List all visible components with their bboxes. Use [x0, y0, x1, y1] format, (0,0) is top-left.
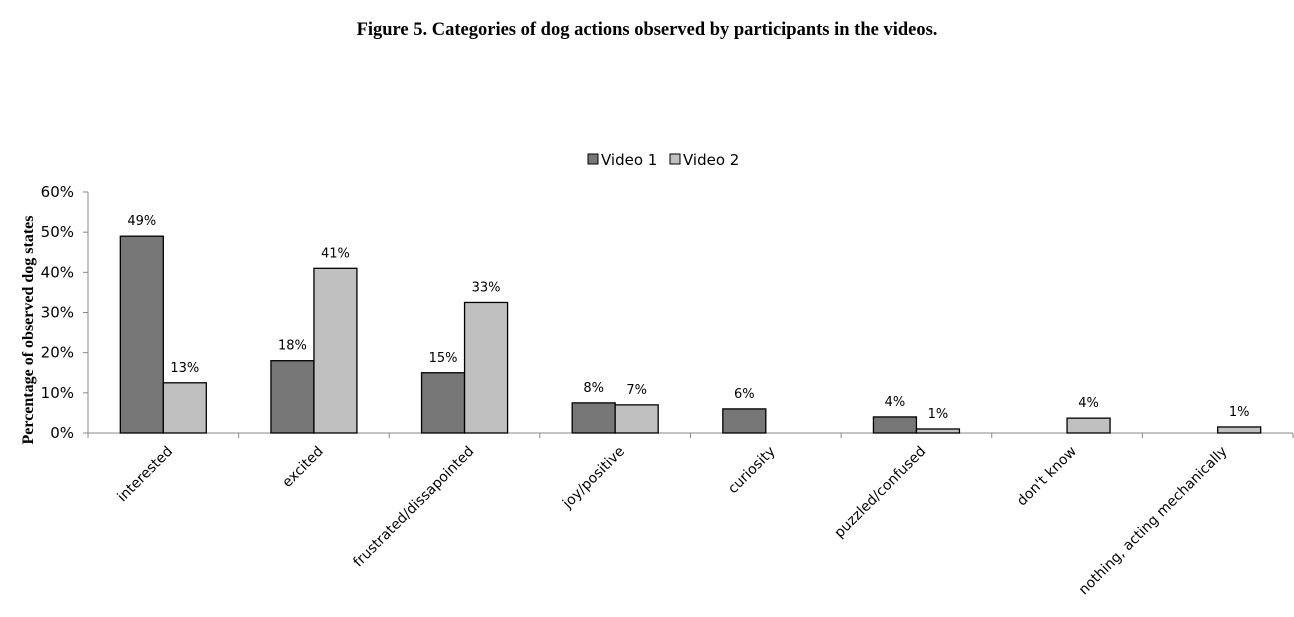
y-axis-title: Percentage of observed dog states — [20, 216, 37, 445]
bar-2 — [614, 404, 659, 434]
figure-title: Figure 5. Categories of dog actions obse… — [356, 20, 938, 40]
y-tick-label: 20% — [41, 344, 74, 362]
data-labels: 49% 18% 15% 8% 6% 4% 13% 41% 33% 7% 1% 4% 1% — [127, 214, 1249, 422]
bar-2 — [1217, 426, 1262, 434]
legend: Video 1 Video 2 — [587, 151, 739, 169]
bar-1 — [571, 402, 616, 434]
y-tick-label: 60% — [41, 183, 74, 201]
x-axis: interested excited frustrated/dissapointed… — [87, 432, 1294, 599]
data-label: 13% — [170, 361, 199, 376]
data-label: 4% — [885, 395, 906, 410]
data-label: 49% — [127, 214, 156, 229]
data-label: 4% — [1078, 396, 1099, 411]
y-tick-label: 0% — [50, 424, 74, 442]
x-tick-label: don't know — [1014, 444, 1080, 510]
bar-2 — [313, 267, 358, 434]
data-label: 1% — [928, 407, 949, 422]
data-label: 41% — [321, 246, 350, 261]
data-label: 6% — [734, 387, 755, 402]
y-axis: 0% 10% 20% 30% 40% 50% 60% — [41, 183, 89, 442]
x-tick-label: interested — [114, 444, 176, 506]
x-tick-label: frustrated/dissapointed — [350, 444, 477, 571]
y-tick-label: 40% — [41, 263, 74, 281]
data-label: 18% — [278, 339, 307, 354]
x-tick-label: curiosity — [725, 444, 779, 498]
bar-1 — [722, 408, 767, 434]
legend-swatch-2 — [669, 153, 681, 165]
y-tick-label: 10% — [41, 384, 74, 402]
data-label: 1% — [1229, 405, 1250, 420]
data-label: 8% — [583, 381, 604, 396]
bar-1 — [270, 360, 315, 434]
x-tick-label: nothing, acting mechanically — [1076, 444, 1231, 599]
bar-2 — [1066, 417, 1111, 434]
x-tick-label: excited — [279, 444, 326, 491]
bar-2 — [162, 382, 207, 434]
y-tick-label: 50% — [41, 223, 74, 241]
data-label: 15% — [429, 351, 458, 366]
legend-swatch-1 — [587, 153, 599, 165]
bar-1 — [119, 235, 164, 434]
y-tick-label: 30% — [41, 304, 74, 322]
bar-1 — [420, 372, 466, 434]
x-tick-label: puzzled/confused — [831, 444, 929, 542]
bar-1 — [872, 416, 918, 434]
bar-2 — [463, 301, 509, 434]
x-tick-label: joy/positive — [559, 444, 628, 513]
bars — [119, 235, 1262, 434]
legend-label-1: Video 1 — [601, 151, 657, 169]
bar-2 — [915, 428, 961, 434]
data-label: 7% — [626, 383, 647, 398]
legend-label-2: Video 2 — [683, 151, 739, 169]
data-label: 33% — [472, 280, 501, 295]
